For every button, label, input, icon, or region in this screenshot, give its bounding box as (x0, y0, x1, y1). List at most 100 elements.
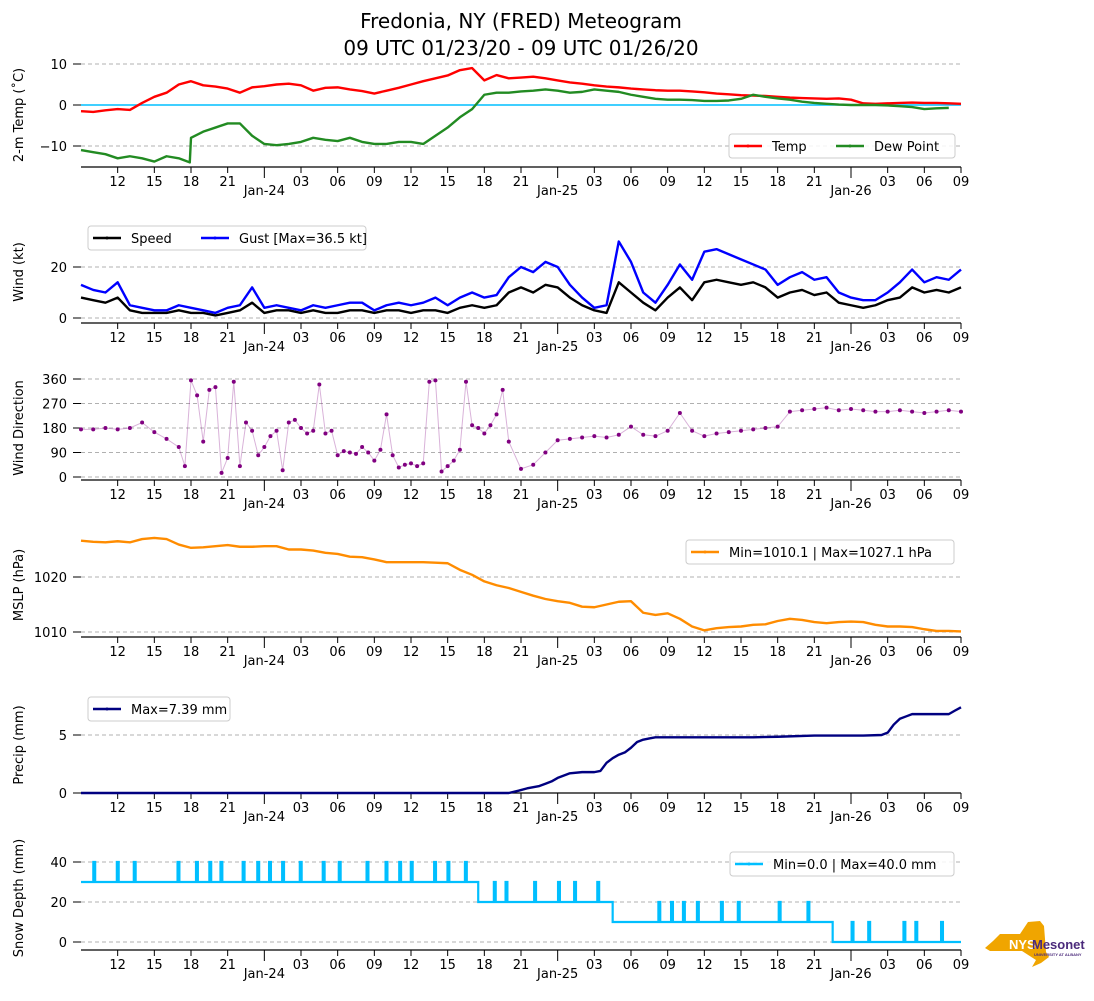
data-point (225, 455, 230, 460)
x-tick-label: 18 (183, 331, 200, 346)
logo-brand-text: Mesonet (1032, 937, 1085, 952)
x-tick-label: 15 (146, 958, 163, 973)
x-tick-label: 03 (293, 175, 310, 190)
data-point (922, 411, 927, 416)
data-point (934, 409, 939, 414)
x-tick-label: 15 (439, 175, 456, 190)
x-tick-label: 18 (769, 801, 786, 816)
x-tick-label: Jan-24 (243, 497, 285, 512)
data-point (213, 385, 218, 390)
data-point (677, 411, 682, 416)
data-point (402, 462, 407, 467)
data-point (604, 435, 609, 440)
legend-label: Dew Point (874, 140, 939, 155)
x-tick-label: 03 (586, 175, 603, 190)
legend-label: Speed (131, 232, 172, 247)
y-tick-label: 360 (42, 373, 67, 388)
x-tick-label: 09 (953, 645, 970, 660)
x-tick-label: 06 (916, 488, 933, 503)
data-point (366, 450, 371, 455)
x-tick-label: 09 (659, 175, 676, 190)
data-point (182, 464, 187, 469)
series-line-dew (80, 88, 949, 164)
x-tick-label: 15 (146, 175, 163, 190)
y-tick-label: 20 (50, 261, 67, 276)
x-tick-label: Jan-24 (243, 184, 285, 199)
x-tick-label: 12 (403, 958, 420, 973)
data-point (347, 450, 352, 455)
x-tick-label: 21 (513, 801, 530, 816)
x-tick-label: 03 (293, 801, 310, 816)
y-axis-label: Wind Direction (12, 380, 27, 476)
y-tick-label: 1010 (34, 626, 67, 641)
data-point (824, 405, 829, 410)
y-tick-label: −10 (40, 140, 67, 155)
data-point (665, 428, 670, 433)
x-tick-label: 12 (403, 488, 420, 503)
data-point (237, 464, 242, 469)
y-tick-label: 1020 (34, 571, 67, 586)
data-point (305, 431, 310, 436)
data-point (445, 464, 450, 469)
x-tick-label: 06 (916, 801, 933, 816)
logo-subtitle-text: UNIVERSITY AT ALBANY (1034, 952, 1082, 957)
x-tick-label: 12 (109, 958, 126, 973)
y-tick-label: 0 (59, 99, 67, 114)
x-tick-label: 15 (439, 331, 456, 346)
data-point (427, 379, 432, 384)
x-tick-label: 21 (513, 645, 530, 660)
legend-wind: Speed Gust [Max=36.5 kt] (87, 225, 367, 251)
x-tick-label: 15 (733, 331, 750, 346)
data-point (861, 408, 866, 413)
x-tick-label: 09 (366, 801, 383, 816)
panel-snow: 40 20 0 12 15 18 21 Jan-24 03 06 09 12 15 18 21 Jan-25 0… (12, 839, 969, 982)
y-axis-label: MSLP (hPa) (12, 549, 27, 621)
data-point (164, 436, 169, 441)
data-point (641, 432, 646, 437)
x-tick-label: 03 (586, 488, 603, 503)
y-tick-label: 0 (59, 787, 67, 802)
x-tick-label: Jan-26 (829, 497, 871, 512)
x-tick-label: Jan-25 (536, 654, 578, 669)
x-tick-label: Jan-24 (243, 654, 285, 669)
x-tick-label: 09 (953, 175, 970, 190)
data-point (787, 409, 792, 414)
data-point (268, 434, 273, 439)
legend-label: Min=0.0 | Max=40.0 mm (773, 858, 936, 873)
nys-mesonet-logo: NYS Mesonet UNIVERSITY AT ALBANY (985, 921, 1085, 967)
legend-snow: Min=0.0 | Max=40.0 mm (729, 851, 955, 877)
data-point (421, 461, 426, 466)
data-point (476, 426, 481, 430)
y-axis-label: Precip (mm) (12, 705, 27, 784)
x-tick-label: 12 (403, 801, 420, 816)
data-point (433, 378, 438, 383)
legend-marker (848, 144, 852, 148)
x-tick-label: 21 (219, 645, 236, 660)
x-tick-label: 21 (806, 645, 823, 660)
data-point (763, 426, 768, 430)
x-tick-label: 12 (696, 645, 713, 660)
x-tick-label: 09 (953, 488, 970, 503)
data-point (812, 406, 817, 411)
data-point (464, 379, 468, 384)
x-tick-label: 12 (109, 175, 126, 190)
x-tick-label: 18 (183, 175, 200, 190)
x-tick-label: Jan-26 (829, 654, 871, 669)
data-point (140, 420, 145, 425)
y-tick-label: 270 (42, 398, 67, 413)
x-tick-label: 21 (219, 175, 236, 190)
x-tick-label: Jan-25 (536, 810, 578, 825)
data-point (286, 420, 291, 425)
data-point (849, 406, 853, 411)
legend-marker (703, 550, 707, 554)
x-tick-label: 06 (623, 488, 640, 503)
panel-wind: 20 0 12 15 18 21 Jan-24 03 06 09 12 15 18 21 Jan-25 03 0… (12, 225, 969, 355)
data-point (439, 469, 444, 474)
data-point (103, 426, 108, 430)
x-tick-label: 03 (879, 175, 896, 190)
panel-precip: 5 0 12 15 18 21 Jan-24 03 06 09 12 15 18 21 Jan-25 03 06… (12, 696, 969, 825)
panel-mslp: 1020 1010 12 15 18 21 Jan-24 03 06 09 12 15 18 21 Jan-… (12, 536, 970, 669)
x-tick-label: 03 (586, 645, 603, 660)
data-point (873, 409, 878, 414)
x-tick-label: 06 (329, 488, 346, 503)
